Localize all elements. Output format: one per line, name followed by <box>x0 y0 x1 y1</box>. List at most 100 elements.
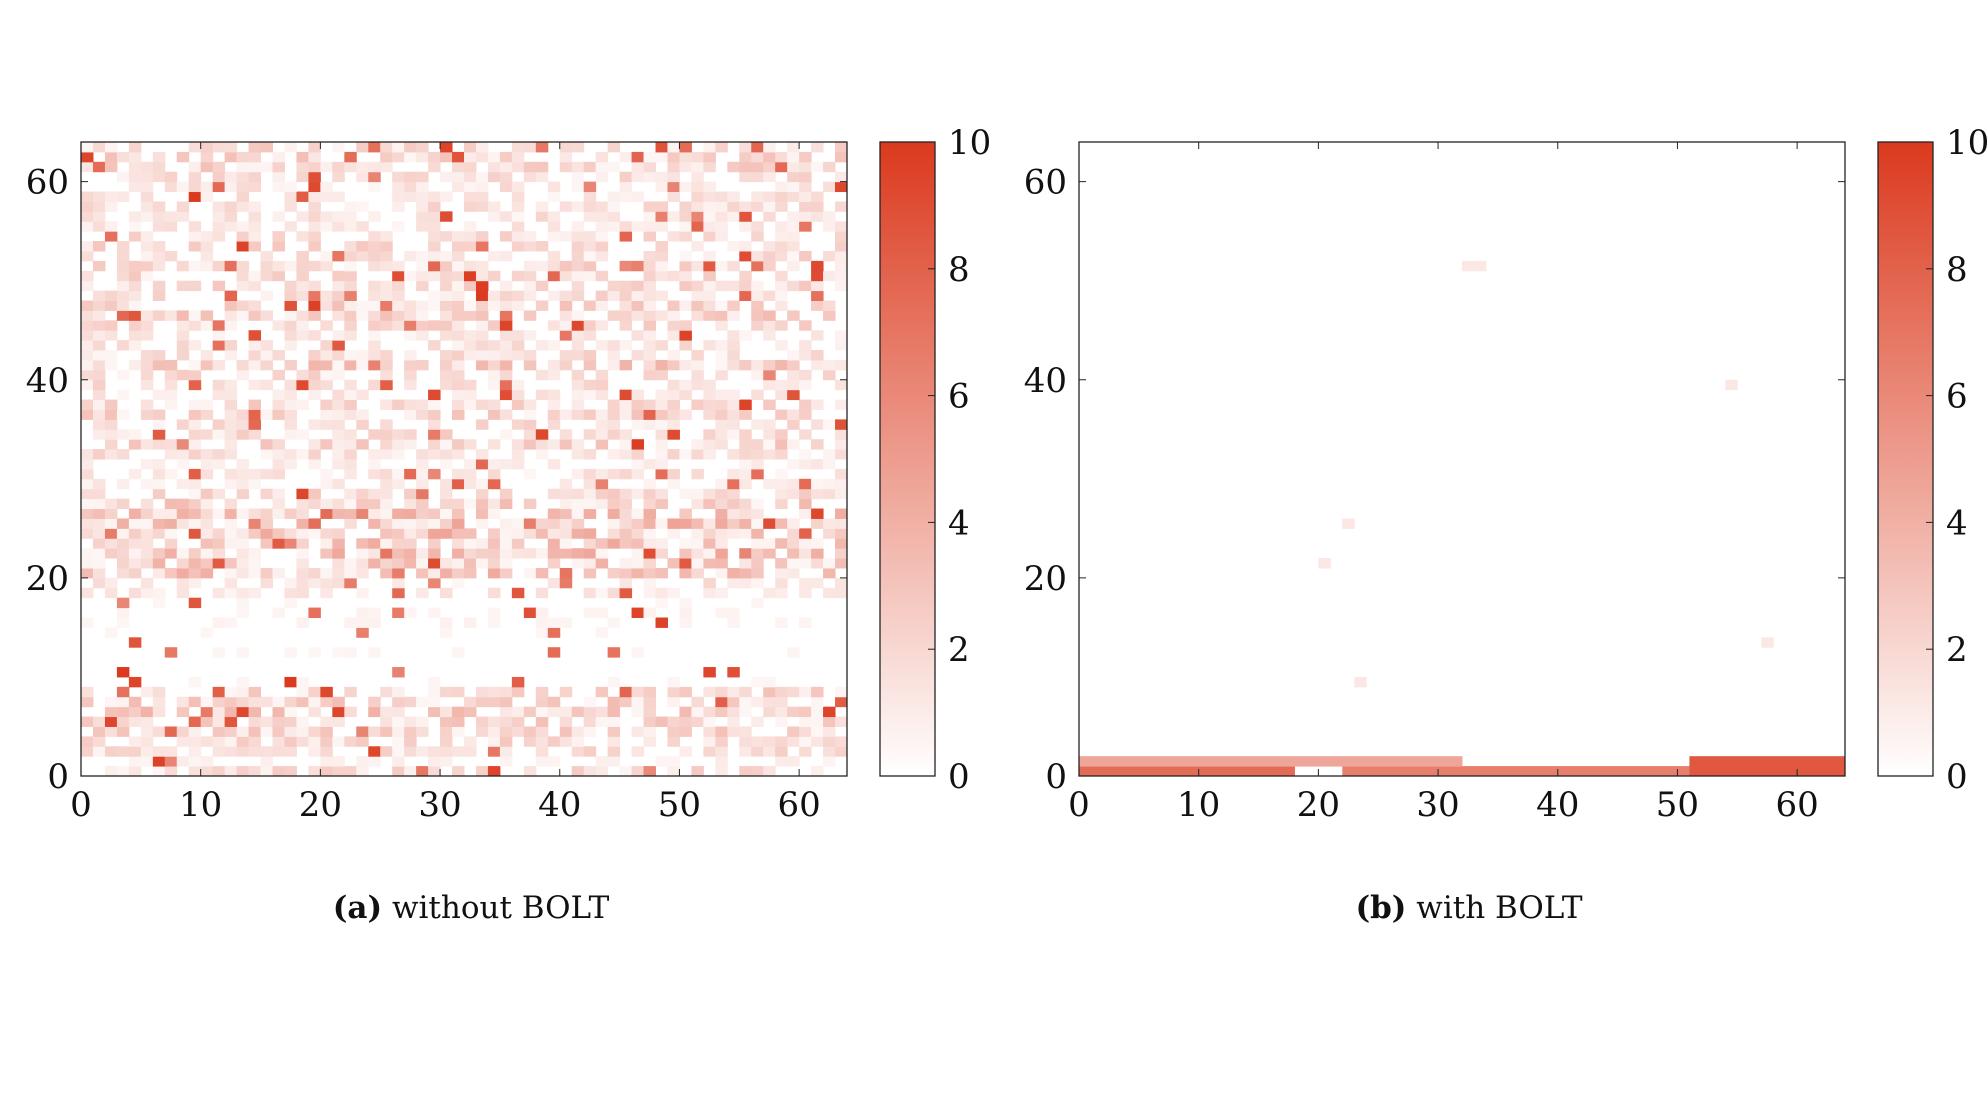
heatmap-cell <box>332 706 345 718</box>
heatmap-cell <box>392 567 405 579</box>
heatmap-cell <box>81 558 94 569</box>
heatmap-cell <box>727 340 740 351</box>
heatmap-cell <box>224 389 238 401</box>
heatmap-cell <box>368 429 381 440</box>
heatmap-cell <box>81 350 94 361</box>
heatmap-cell <box>763 736 776 747</box>
heatmap-cell <box>81 498 94 510</box>
heatmap-cell <box>404 726 417 737</box>
heatmap-cell <box>607 280 621 292</box>
heatmap-cell <box>535 280 549 292</box>
heatmap-cell <box>511 419 525 430</box>
heatmap-cell <box>81 250 94 262</box>
heatmap-cell <box>643 577 656 589</box>
heatmap-cell <box>104 577 118 589</box>
heatmap-cell <box>464 736 477 747</box>
heatmap-cell <box>1761 637 1774 648</box>
heatmap-cell <box>392 508 405 519</box>
heatmap-cell <box>571 508 585 519</box>
heatmap-cell <box>320 548 333 559</box>
heatmap-cell <box>751 716 764 727</box>
heatmap-cell <box>440 488 453 500</box>
heatmap-cell <box>452 399 465 410</box>
heatmap-cell <box>308 389 321 401</box>
heatmap-cell <box>823 250 836 262</box>
heatmap-cell <box>284 538 297 549</box>
heatmap-cell <box>332 567 345 579</box>
heatmap-cell <box>499 171 513 183</box>
heatmap-cell <box>667 696 680 708</box>
heatmap-cell <box>763 161 776 173</box>
heatmap-cell <box>811 300 824 311</box>
x-tick-label: 10 <box>1177 785 1220 825</box>
heatmap-cell <box>440 379 453 391</box>
heatmap-cell <box>380 359 393 371</box>
heatmap-cell <box>296 330 309 341</box>
heatmap-cell <box>535 369 549 381</box>
heatmap-cell <box>404 369 417 381</box>
heatmap-cell <box>212 587 226 599</box>
heatmap-cell <box>81 151 94 163</box>
heatmap-cell <box>284 191 297 202</box>
heatmap-cell <box>140 260 154 272</box>
heatmap-cell <box>236 419 250 430</box>
heatmap-cell <box>440 736 453 747</box>
heatmap-cell <box>595 201 609 212</box>
heatmap-cell <box>835 518 848 529</box>
heatmap-cell <box>428 528 441 539</box>
heatmap-cell <box>200 696 214 708</box>
heatmap-cell <box>464 350 477 361</box>
heatmap-cell <box>404 766 417 777</box>
heatmap-cell <box>260 716 273 727</box>
heatmap-cell <box>487 350 501 361</box>
heatmap-cell <box>104 449 118 460</box>
heatmap-cell <box>571 231 585 242</box>
heatmap-cell <box>176 449 190 460</box>
heatmap-cell <box>811 191 824 202</box>
heatmap-cell <box>631 171 645 183</box>
x-tick-label: 40 <box>538 785 581 825</box>
heatmap-cell <box>679 538 692 549</box>
heatmap-cell <box>811 538 824 549</box>
heatmap-cell <box>679 617 692 628</box>
heatmap-cell <box>380 280 393 292</box>
heatmap-cell <box>344 558 357 569</box>
heatmap-cell <box>823 459 836 470</box>
heatmap-cell <box>308 567 321 579</box>
heatmap-cell <box>116 607 130 618</box>
heatmap-cell <box>775 716 788 727</box>
heatmap-cell <box>703 310 716 321</box>
heatmap-cell <box>308 647 321 658</box>
heatmap-cell <box>200 191 214 202</box>
heatmap-cell <box>356 161 369 173</box>
heatmap-cell <box>128 280 142 292</box>
heatmap-cell <box>128 746 142 757</box>
heatmap-cell <box>535 171 549 183</box>
heatmap-cell <box>152 706 166 718</box>
heatmap-cell <box>140 409 154 420</box>
heatmap-cell <box>547 320 561 331</box>
heatmap-cell <box>428 201 441 212</box>
heatmap-cell <box>583 300 597 311</box>
heatmap-cell <box>607 211 621 222</box>
heatmap-cell <box>452 538 465 549</box>
heatmap-cell <box>236 171 250 183</box>
heatmap-cell <box>464 399 477 410</box>
heatmap-cell <box>176 280 190 292</box>
heatmap-cell <box>104 587 118 599</box>
heatmap-cell <box>92 161 106 173</box>
heatmap-cell <box>751 567 764 579</box>
heatmap-cell <box>128 736 142 747</box>
heatmap-cell <box>763 478 776 490</box>
heatmap-cell <box>272 567 285 579</box>
heatmap-cell <box>320 756 333 767</box>
heatmap-cell <box>464 270 477 282</box>
heatmap-cell <box>332 280 345 292</box>
heatmap-cell <box>236 429 250 440</box>
heatmap-cell <box>332 756 345 767</box>
heatmap-cell <box>104 330 118 341</box>
heatmap-cell <box>799 587 812 599</box>
heatmap-cell <box>392 280 405 292</box>
heatmap-cell <box>296 498 309 510</box>
heatmap-cell <box>296 290 309 301</box>
